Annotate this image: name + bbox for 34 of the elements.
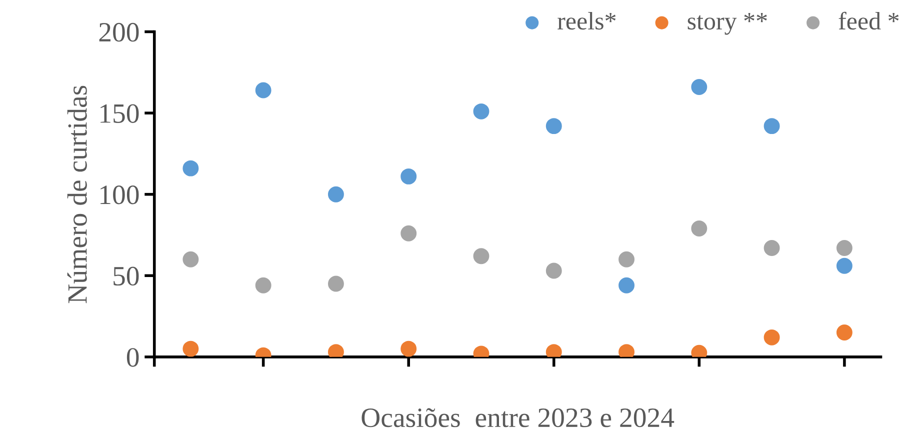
point [328, 276, 344, 292]
legend-label: reels* [558, 12, 616, 30]
y-tick-label: 100 [100, 186, 139, 204]
point [182, 251, 199, 268]
legend-label: story ** [688, 12, 767, 35]
point [618, 251, 634, 268]
y-tick-label: 150 [100, 104, 139, 123]
point [182, 160, 199, 176]
point [764, 240, 780, 256]
point [618, 277, 634, 294]
y-tick-label: 0 [126, 348, 139, 367]
point [182, 340, 199, 357]
point [691, 79, 708, 96]
point [836, 240, 852, 256]
point [400, 340, 417, 357]
y-axis-title: Número de curtidas [67, 86, 87, 304]
point [328, 186, 344, 202]
y-tick-label: 50 [114, 266, 139, 286]
point [255, 82, 272, 98]
y-tick-label: 200 [99, 22, 139, 42]
point [836, 258, 852, 274]
x-axis-title: Ocasiões entre 2023 e 2024 [362, 408, 674, 428]
point [836, 324, 852, 341]
legend-label: feed * [838, 12, 899, 30]
point [546, 118, 562, 134]
point [255, 277, 272, 294]
point [473, 103, 490, 120]
point [473, 248, 490, 264]
point [764, 329, 780, 346]
point [764, 118, 780, 134]
point [400, 168, 417, 184]
point [546, 262, 562, 279]
point [400, 225, 417, 242]
point [691, 220, 708, 236]
